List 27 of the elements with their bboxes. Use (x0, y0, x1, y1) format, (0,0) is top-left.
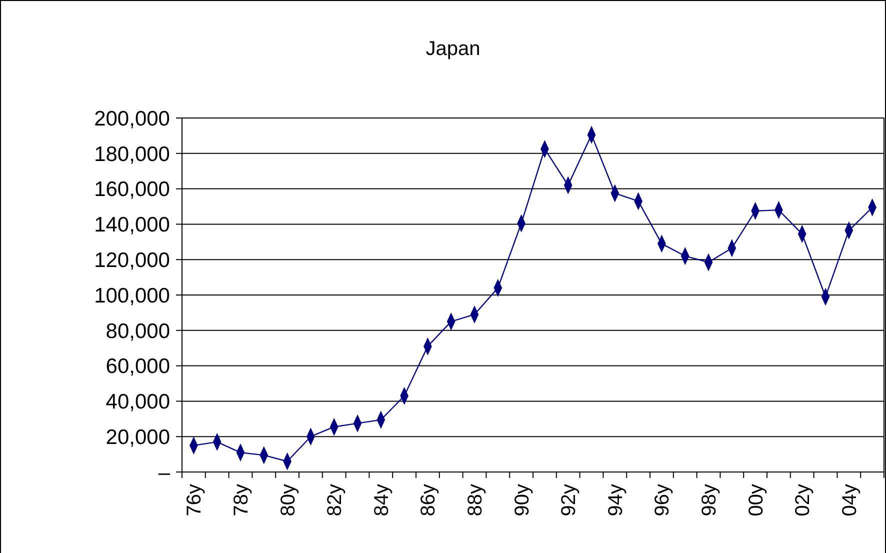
x-tick-label: 94y (604, 484, 627, 516)
x-tick-label: 92y (558, 484, 580, 516)
y-tick-label: 140,000 (94, 214, 170, 237)
y-tick-label: 60,000 (106, 355, 170, 378)
y-tick-label: 160,000 (94, 178, 170, 202)
x-tick-label: 90y (511, 484, 534, 516)
y-tick-label: 100,000 (94, 284, 170, 308)
y-tick-label: 180,000 (94, 142, 170, 166)
y-tick-label: 40,000 (106, 390, 170, 414)
x-tick-label: 98y (698, 484, 720, 516)
x-tick-label: 04y (838, 484, 861, 516)
x-tick-label: 82y (324, 484, 346, 516)
x-tick-label: 02y (792, 484, 814, 516)
chart-title: Japan (426, 38, 480, 60)
y-tick-label: 200,000 (94, 107, 170, 130)
x-tick-label: 78y (230, 484, 252, 516)
x-tick-label: 86y (418, 484, 440, 516)
x-tick-label: 76y (184, 484, 206, 516)
x-tick-label: 00y (745, 484, 768, 516)
y-tick-label: 20,000 (106, 426, 170, 449)
x-tick-label: 80y (277, 484, 300, 516)
x-tick-label: 88y (464, 484, 486, 516)
y-tick-label: 80,000 (106, 320, 170, 343)
x-tick-label: 84y (370, 484, 393, 516)
x-tick-label: 96y (652, 484, 674, 516)
y-tick-label: 120,000 (94, 248, 170, 272)
y-tick-label: – (158, 461, 170, 484)
